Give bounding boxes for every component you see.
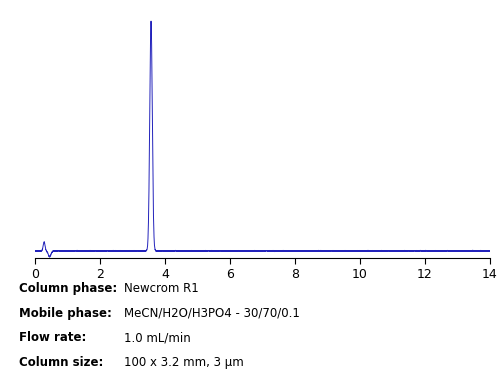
Text: Flow rate:: Flow rate: (18, 331, 86, 345)
Text: 1.0 mL/min: 1.0 mL/min (124, 331, 191, 345)
Text: MeCN/H2O/H3PO4 - 30/70/0.1: MeCN/H2O/H3PO4 - 30/70/0.1 (124, 307, 300, 320)
Text: Column phase:: Column phase: (18, 282, 117, 295)
Text: Mobile phase:: Mobile phase: (18, 307, 112, 320)
Text: 100 x 3.2 mm, 3 μm: 100 x 3.2 mm, 3 μm (124, 356, 244, 369)
Text: Column size:: Column size: (18, 356, 103, 369)
Text: Newcrom R1: Newcrom R1 (124, 282, 199, 295)
